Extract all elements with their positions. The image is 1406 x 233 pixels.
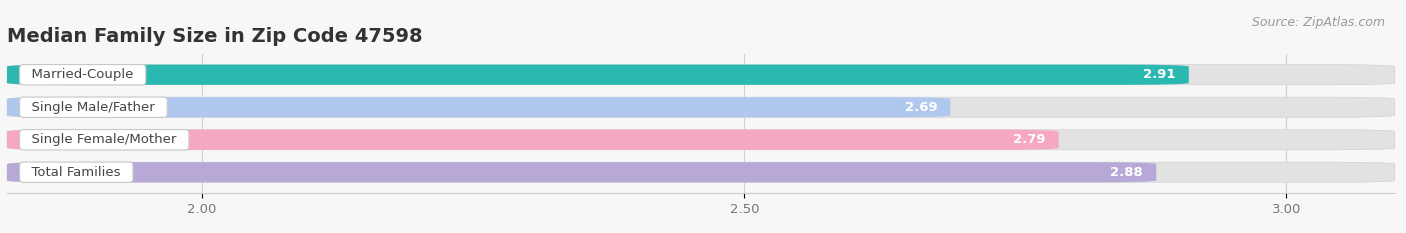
FancyBboxPatch shape [7,97,950,117]
Text: Total Families: Total Families [24,166,129,179]
Text: Source: ZipAtlas.com: Source: ZipAtlas.com [1251,16,1385,29]
FancyBboxPatch shape [7,65,1395,85]
Text: Single Female/Mother: Single Female/Mother [24,133,186,146]
Text: 2.88: 2.88 [1111,166,1143,179]
Text: Married-Couple: Married-Couple [24,68,142,81]
FancyBboxPatch shape [7,130,1059,150]
FancyBboxPatch shape [7,162,1156,182]
FancyBboxPatch shape [7,130,1395,150]
Text: 2.91: 2.91 [1143,68,1175,81]
FancyBboxPatch shape [7,162,1395,182]
Text: 2.69: 2.69 [904,101,938,114]
Text: Single Male/Father: Single Male/Father [24,101,163,114]
FancyBboxPatch shape [7,65,1188,85]
Text: Median Family Size in Zip Code 47598: Median Family Size in Zip Code 47598 [7,27,423,46]
FancyBboxPatch shape [7,97,1395,117]
Text: 2.79: 2.79 [1014,133,1046,146]
